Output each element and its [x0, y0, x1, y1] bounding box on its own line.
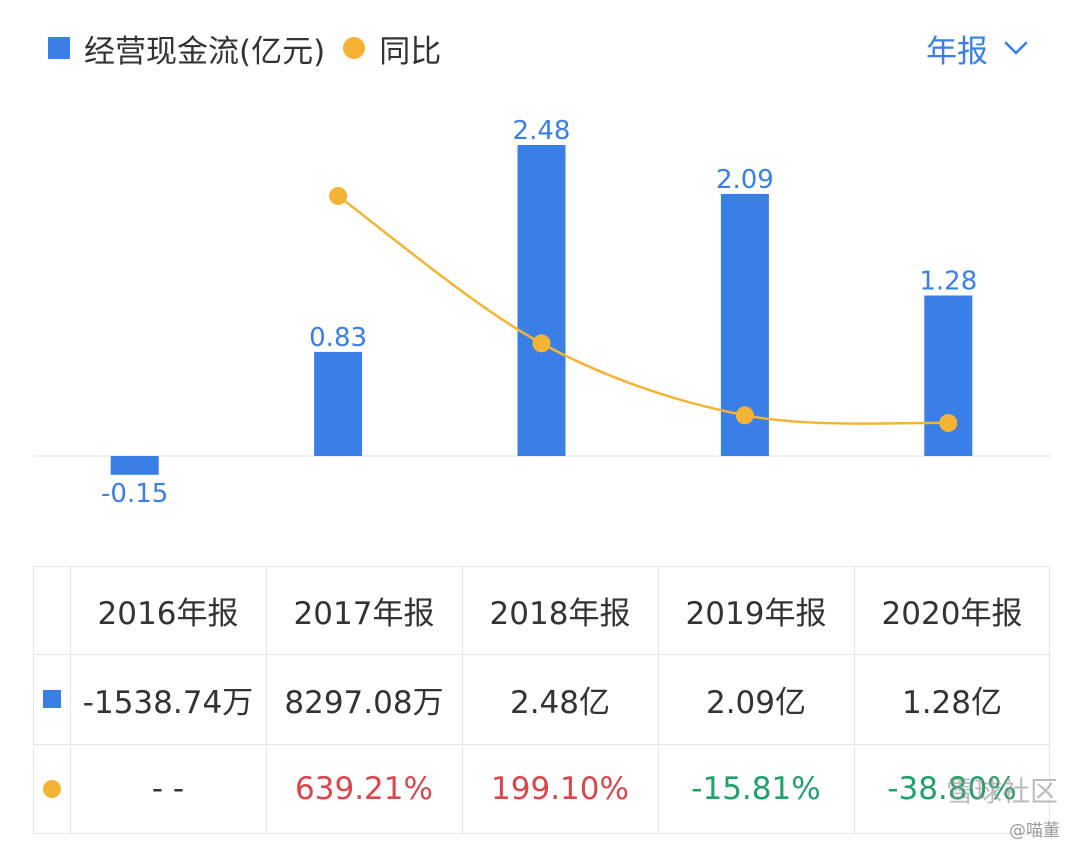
bar	[314, 351, 363, 456]
legend: 经营现金流(亿元) 同比	[48, 26, 441, 70]
yoy-point	[939, 414, 958, 432]
cash-flow-cell: 2.48亿	[509, 684, 611, 721]
legend-bar-swatch	[48, 37, 70, 59]
cash-flow-cell: 2.09亿	[705, 684, 807, 721]
watermark-author: @喵董	[1009, 821, 1060, 841]
chevron-down-icon	[1004, 41, 1028, 55]
bar-data-label: -0.15	[101, 479, 168, 509]
bar-data-label: 2.09	[716, 165, 774, 195]
yoy-cell: -15.81%	[691, 771, 821, 807]
legend-line-swatch	[343, 37, 366, 59]
bar	[517, 145, 566, 456]
row-icon-cell	[33, 744, 70, 834]
yoy-line	[337, 194, 949, 425]
table-header-icon-cell	[33, 566, 70, 654]
table-divider	[854, 566, 855, 834]
yoy-cell: - -	[151, 771, 185, 807]
table-divider	[266, 566, 267, 834]
table-divider	[462, 566, 463, 834]
cash-flow-cell: 1.28亿	[901, 684, 1003, 721]
table-border	[1049, 566, 1050, 834]
period-selector[interactable]: 年报	[926, 26, 1028, 70]
table-row-cash-flow: -1538.74万 8297.08万 2.48亿 2.09亿 1.28亿	[33, 654, 1050, 744]
legend-bar-label: 经营现金流(亿元)	[84, 33, 326, 70]
table-divider	[33, 744, 1050, 745]
row-icon-cell	[33, 654, 70, 744]
bar-data-label: 1.28	[919, 266, 977, 296]
table-divider	[658, 566, 659, 834]
yoy-point	[735, 406, 754, 425]
bar-data-label: 2.48	[513, 116, 571, 146]
yoy-cell: 199.10%	[491, 771, 629, 807]
dot-icon	[42, 780, 61, 798]
bar-data-label: 0.83	[309, 323, 367, 353]
table-header-cell: 2018年报	[489, 595, 631, 632]
table-header-cell: 2020年报	[881, 595, 1023, 632]
watermark: 雪球社区	[945, 775, 1058, 808]
cash-flow-cell: 8297.08万	[284, 684, 444, 721]
table-header-cell: 2016年报	[97, 595, 239, 632]
yoy-cell: -38.80%	[887, 771, 1017, 807]
table-divider	[70, 566, 71, 834]
legend-line-label: 同比	[379, 33, 442, 70]
data-table: 2016年报 2017年报 2018年报 2019年报 2020年报 -1538…	[33, 566, 1050, 834]
table-header-cell: 2017年报	[293, 595, 435, 632]
table-header-cell: 2019年报	[685, 595, 827, 632]
yoy-point	[329, 187, 348, 205]
bar-square-icon	[42, 690, 61, 708]
cash-flow-cell: -1538.74万	[82, 684, 254, 721]
table-header-row: 2016年报 2017年报 2018年报 2019年报 2020年报	[33, 566, 1050, 655]
yoy-point	[532, 334, 551, 353]
period-selector-label: 年报	[926, 33, 988, 70]
cash-flow-chart: -0.15 0.83 2.48 2.09 1.28	[33, 116, 1050, 509]
table-border	[33, 566, 1050, 567]
yoy-cell: 639.21%	[295, 771, 433, 807]
table-border	[33, 566, 34, 834]
bar	[110, 456, 159, 475]
table-border	[33, 833, 1050, 834]
table-row-yoy: - - 639.21% 199.10% -15.81% -38.80%	[33, 744, 1050, 834]
